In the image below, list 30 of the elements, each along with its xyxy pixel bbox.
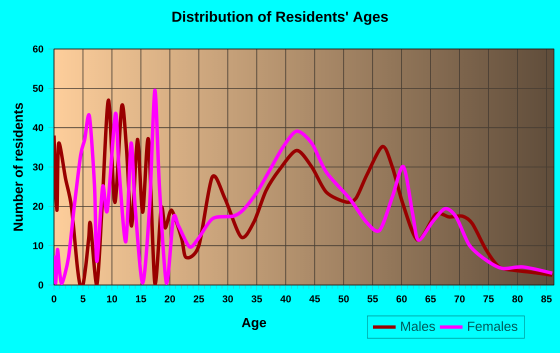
x-tick-label: 50: [338, 295, 349, 302]
x-tick-label: 0: [52, 295, 56, 302]
y-tick-label: 60: [32, 45, 44, 53]
y-tick-label: 20: [32, 202, 44, 210]
y-tick-label: 50: [32, 84, 44, 92]
y-tick-label: 0: [38, 281, 44, 289]
y-tick-label: 10: [33, 242, 44, 250]
x-tick-label: 60: [396, 295, 407, 302]
x-tick-label: 45: [309, 295, 320, 302]
x-tick-label: 80: [512, 295, 523, 302]
chart-title: Distribution of Residents' Ages: [172, 11, 388, 25]
x-tick-label: 85: [541, 295, 552, 302]
x-tick-label: 70: [454, 295, 465, 302]
y-axis-title: Number of residents: [13, 102, 23, 231]
legend-label: Males: [401, 321, 435, 332]
x-tick-label: 55: [367, 295, 378, 302]
x-tick-label: 25: [194, 295, 204, 302]
x-tick-label: 15: [136, 295, 146, 302]
x-tick-label: 20: [164, 295, 175, 302]
x-axis-title: Age: [242, 318, 266, 330]
y-tick-label: 30: [32, 163, 44, 171]
legend-label: Females: [468, 321, 518, 332]
x-tick-label: 65: [425, 295, 436, 302]
y-tick-label: 40: [32, 124, 44, 132]
x-tick-label: 5: [80, 295, 86, 302]
x-tick-label: 10: [107, 295, 118, 302]
x-tick-label: 75: [483, 295, 494, 302]
x-tick-label: 30: [222, 295, 233, 302]
x-tick-label: 40: [280, 295, 291, 302]
x-tick-label: 35: [251, 295, 262, 302]
